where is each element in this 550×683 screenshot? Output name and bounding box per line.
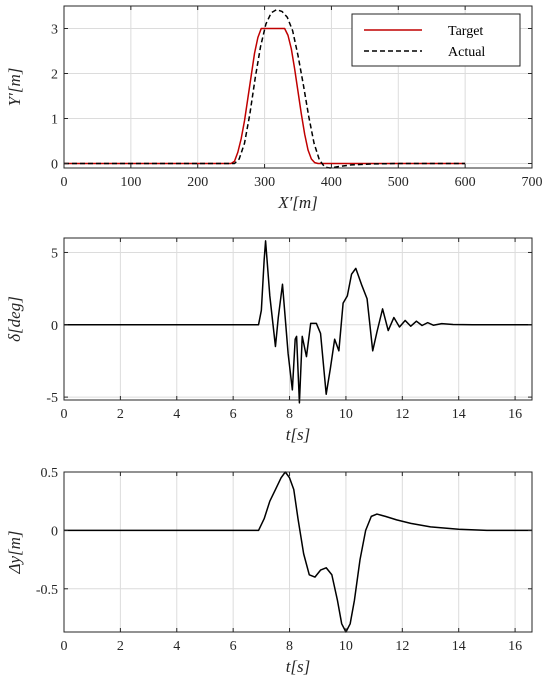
chart1-ytick-label: 2 xyxy=(51,68,58,83)
chart1-legend-label-target: Target xyxy=(448,24,483,39)
chart3-xtick-label: 6 xyxy=(230,639,237,654)
chart2-xtick-label: 6 xyxy=(230,407,237,422)
chart2-xtick-label: 2 xyxy=(117,407,124,422)
chart3-xtick-label: 4 xyxy=(173,639,180,654)
chart1-xtick-label: 700 xyxy=(522,175,543,190)
chart2-xtick-label: 12 xyxy=(395,407,409,422)
chart1-ytick-label: 0 xyxy=(51,158,58,173)
chart2-xtick-label: 16 xyxy=(508,407,522,422)
chart1-xlabel: X′[m] xyxy=(277,193,318,212)
chart1-ylabel: Y′[m] xyxy=(5,68,24,107)
chart2-ytick-label: 0 xyxy=(51,319,58,334)
chart3-xtick-label: 10 xyxy=(339,639,353,654)
chart2-xlabel: t[s] xyxy=(286,425,311,444)
chart3-series-line-0 xyxy=(64,471,532,633)
chart1-xtick-label: 300 xyxy=(254,175,275,190)
chart1-xtick-label: 0 xyxy=(61,175,68,190)
chart2-xtick-label: 10 xyxy=(339,407,353,422)
chart3-axes-frame xyxy=(63,471,533,633)
chart1-series-line-target xyxy=(64,27,466,165)
chart1-xtick-label: 500 xyxy=(388,175,409,190)
chart2-ytick-label: -5 xyxy=(46,391,58,406)
chart1-legend: Target Actual xyxy=(351,13,521,67)
chart3-xtick-label: 2 xyxy=(117,639,124,654)
chart1-xtick-label: 200 xyxy=(187,175,208,190)
chart3-xtick-label: 16 xyxy=(508,639,522,654)
chart2-ytick-label: 5 xyxy=(51,246,58,261)
chart3-ytick-label: 0 xyxy=(51,524,58,539)
chart1-axes-frame xyxy=(63,5,533,169)
chart3-plot-area xyxy=(64,472,532,632)
chart2-xtick-label: 4 xyxy=(173,407,180,422)
chart2-axes-frame xyxy=(63,237,533,401)
chart3-xtick-label: 12 xyxy=(395,639,409,654)
chart2-series-line-0 xyxy=(64,240,532,404)
chart3: 0 2 4 6 8 10 12 14 16 -0.5 0 0.5 t[s] Δy[m] xyxy=(5,466,533,676)
chart3-xtick-label: 14 xyxy=(452,639,466,654)
chart3-ytick-label: -0.5 xyxy=(36,583,58,598)
chart1-ytick-label: 1 xyxy=(51,113,58,128)
chart2-xtick-label: 14 xyxy=(452,407,466,422)
chart1: 0 100 200 300 400 500 600 700 0 1 2 3 X′[m] Y′[m] Targ… xyxy=(5,5,543,212)
chart1-xtick-label: 600 xyxy=(455,175,476,190)
chart1-xtick-label: 400 xyxy=(321,175,342,190)
chart3-xtick-label: 8 xyxy=(286,639,293,654)
chart1-ytick-label: 3 xyxy=(51,23,58,38)
chart3-ylabel: Δy[m] xyxy=(5,530,24,574)
chart3-xtick-label: 0 xyxy=(61,639,68,654)
chart1-series-line-actual xyxy=(64,8,466,169)
chart3-ytick-label: 0.5 xyxy=(41,466,59,481)
chart1-xtick-label: 100 xyxy=(120,175,141,190)
chart1-legend-label-actual: Actual xyxy=(448,45,485,60)
chart2-xtick-label: 8 xyxy=(286,407,293,422)
chart3-xlabel: t[s] xyxy=(286,657,311,676)
chart2-xtick-label: 0 xyxy=(61,407,68,422)
chart2-ylabel: δ[deg] xyxy=(5,296,24,342)
chart1-legend-box xyxy=(351,13,521,67)
